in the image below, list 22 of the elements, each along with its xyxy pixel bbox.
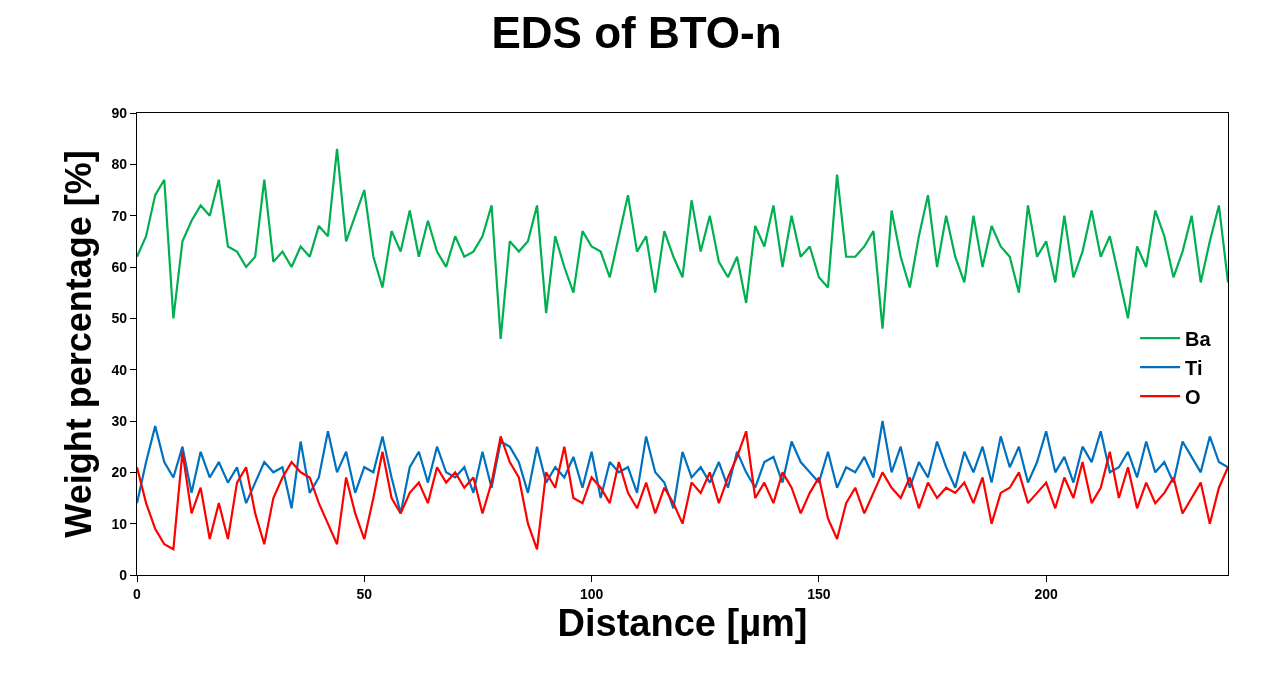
- y-tick-label: 80: [111, 156, 128, 173]
- y-tick-label: 90: [111, 104, 128, 121]
- legend-label: Ti: [1185, 356, 1203, 379]
- y-tick-label: 60: [111, 258, 128, 275]
- y-tick-label: 50: [111, 310, 128, 327]
- chart-title: EDS of BTO-n: [491, 8, 782, 58]
- x-tick-label: 0: [133, 585, 142, 602]
- y-axis-title: Weight percentage [%]: [58, 150, 100, 538]
- y-tick-label: 20: [111, 464, 128, 481]
- x-axis-title: Distance [µm]: [557, 602, 808, 644]
- legend-label: Ba: [1185, 327, 1212, 350]
- x-tick-label: 100: [579, 585, 604, 602]
- line-series: [137, 430, 1228, 551]
- y-tick-label: 0: [119, 566, 128, 583]
- y-tick-label: 30: [111, 412, 128, 429]
- y-tick-label: 40: [111, 361, 128, 378]
- x-tick-label: 200: [1034, 585, 1059, 602]
- y-tick-label: 70: [111, 207, 128, 224]
- legend-label: O: [1185, 385, 1201, 408]
- x-tick-label: 150: [807, 585, 831, 602]
- x-tick-label: 50: [356, 585, 373, 602]
- y-tick-label: 10: [111, 515, 128, 532]
